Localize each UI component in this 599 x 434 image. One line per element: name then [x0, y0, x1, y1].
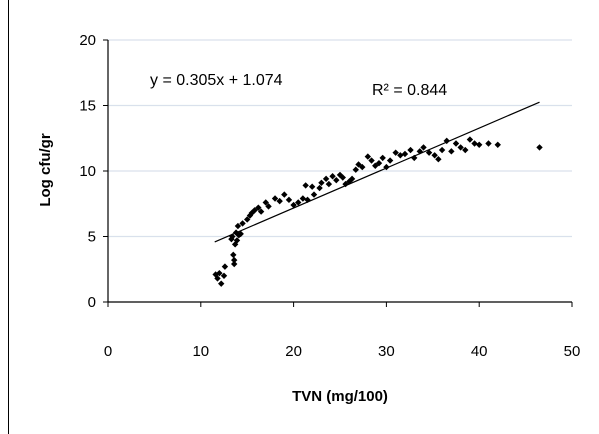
data-point [339, 174, 346, 181]
data-point [438, 146, 446, 154]
data-point [333, 176, 340, 184]
data-point [281, 191, 288, 198]
data-point [348, 175, 356, 183]
data-point [304, 196, 311, 204]
data-point [425, 149, 433, 156]
axes [103, 39, 573, 307]
data-point [407, 146, 414, 154]
x-tick-label: 40 [471, 343, 488, 360]
data-point [485, 140, 492, 147]
data-point [476, 141, 483, 148]
x-tick-label: 10 [192, 343, 209, 360]
data-point [234, 222, 242, 230]
data-point [322, 175, 330, 183]
data-point [299, 195, 307, 202]
data-point [285, 196, 293, 204]
data-point [302, 182, 309, 189]
data-point [244, 216, 251, 223]
data-point [230, 251, 237, 259]
data-point [220, 272, 228, 279]
data-point [368, 157, 375, 164]
data-point [435, 156, 442, 163]
data-point [265, 203, 272, 210]
data-point [375, 159, 383, 167]
data-point [231, 256, 238, 264]
data-point [471, 140, 478, 147]
data-point [392, 149, 399, 156]
data-point [216, 269, 223, 277]
data-point [290, 201, 297, 209]
data-point [237, 230, 244, 238]
data-point [239, 220, 246, 227]
data-point [214, 275, 221, 282]
data-point [318, 179, 325, 186]
data-point [416, 148, 424, 155]
data-point [295, 199, 302, 206]
data-point [386, 157, 394, 164]
data-point [379, 154, 386, 162]
data-point [257, 208, 265, 215]
data-point [383, 163, 390, 171]
data-point [431, 152, 438, 159]
data-point [229, 233, 236, 240]
data-point [218, 280, 225, 287]
r-squared-annotation: R² = 0.844 [372, 82, 447, 99]
data-point [359, 163, 366, 171]
trendline [214, 101, 540, 243]
y-tick-label: 10 [79, 163, 96, 180]
trendline-group [214, 101, 540, 243]
y-tick-label: 15 [79, 98, 96, 115]
x-tick-label: 50 [564, 343, 581, 360]
data-point [271, 195, 279, 202]
data-point [457, 144, 464, 151]
data-points [212, 136, 543, 287]
data-point [316, 184, 323, 192]
data-point [276, 197, 283, 205]
data-point [364, 153, 372, 160]
data-point [255, 204, 262, 211]
data-point [420, 144, 427, 151]
x-tick-label: 20 [285, 343, 302, 360]
data-point [536, 144, 543, 151]
data-point [462, 146, 469, 154]
data-point [452, 140, 460, 147]
x-tick-label: 30 [378, 343, 395, 360]
x-axis-title: TVN (mg/100) [292, 388, 388, 405]
data-point [325, 180, 333, 188]
y-axis-title: Log cfu/gr [37, 133, 54, 206]
data-point [443, 137, 450, 145]
data-point [466, 136, 474, 143]
data-point [448, 148, 455, 155]
x-tick-label: 0 [104, 343, 112, 360]
data-point [329, 173, 336, 180]
data-point [221, 263, 229, 270]
gridlines [108, 39, 572, 238]
data-point [411, 154, 418, 162]
data-point [231, 260, 238, 268]
y-tick-label: 20 [79, 32, 96, 49]
y-tick-label: 5 [88, 229, 96, 246]
y-tick-label: 0 [88, 294, 96, 311]
data-point [262, 199, 269, 206]
equation-annotation: y = 0.305x + 1.074 [150, 72, 283, 89]
data-point [310, 191, 318, 198]
y-tick-labels: 0 5 10 15 20 [79, 32, 96, 311]
x-tick-labels: 0 10 20 30 40 50 [104, 343, 581, 360]
data-point [233, 237, 241, 244]
data-point [397, 152, 404, 159]
data-point [352, 166, 359, 173]
data-point [308, 183, 316, 190]
data-point [494, 141, 501, 148]
data-point [401, 150, 409, 158]
